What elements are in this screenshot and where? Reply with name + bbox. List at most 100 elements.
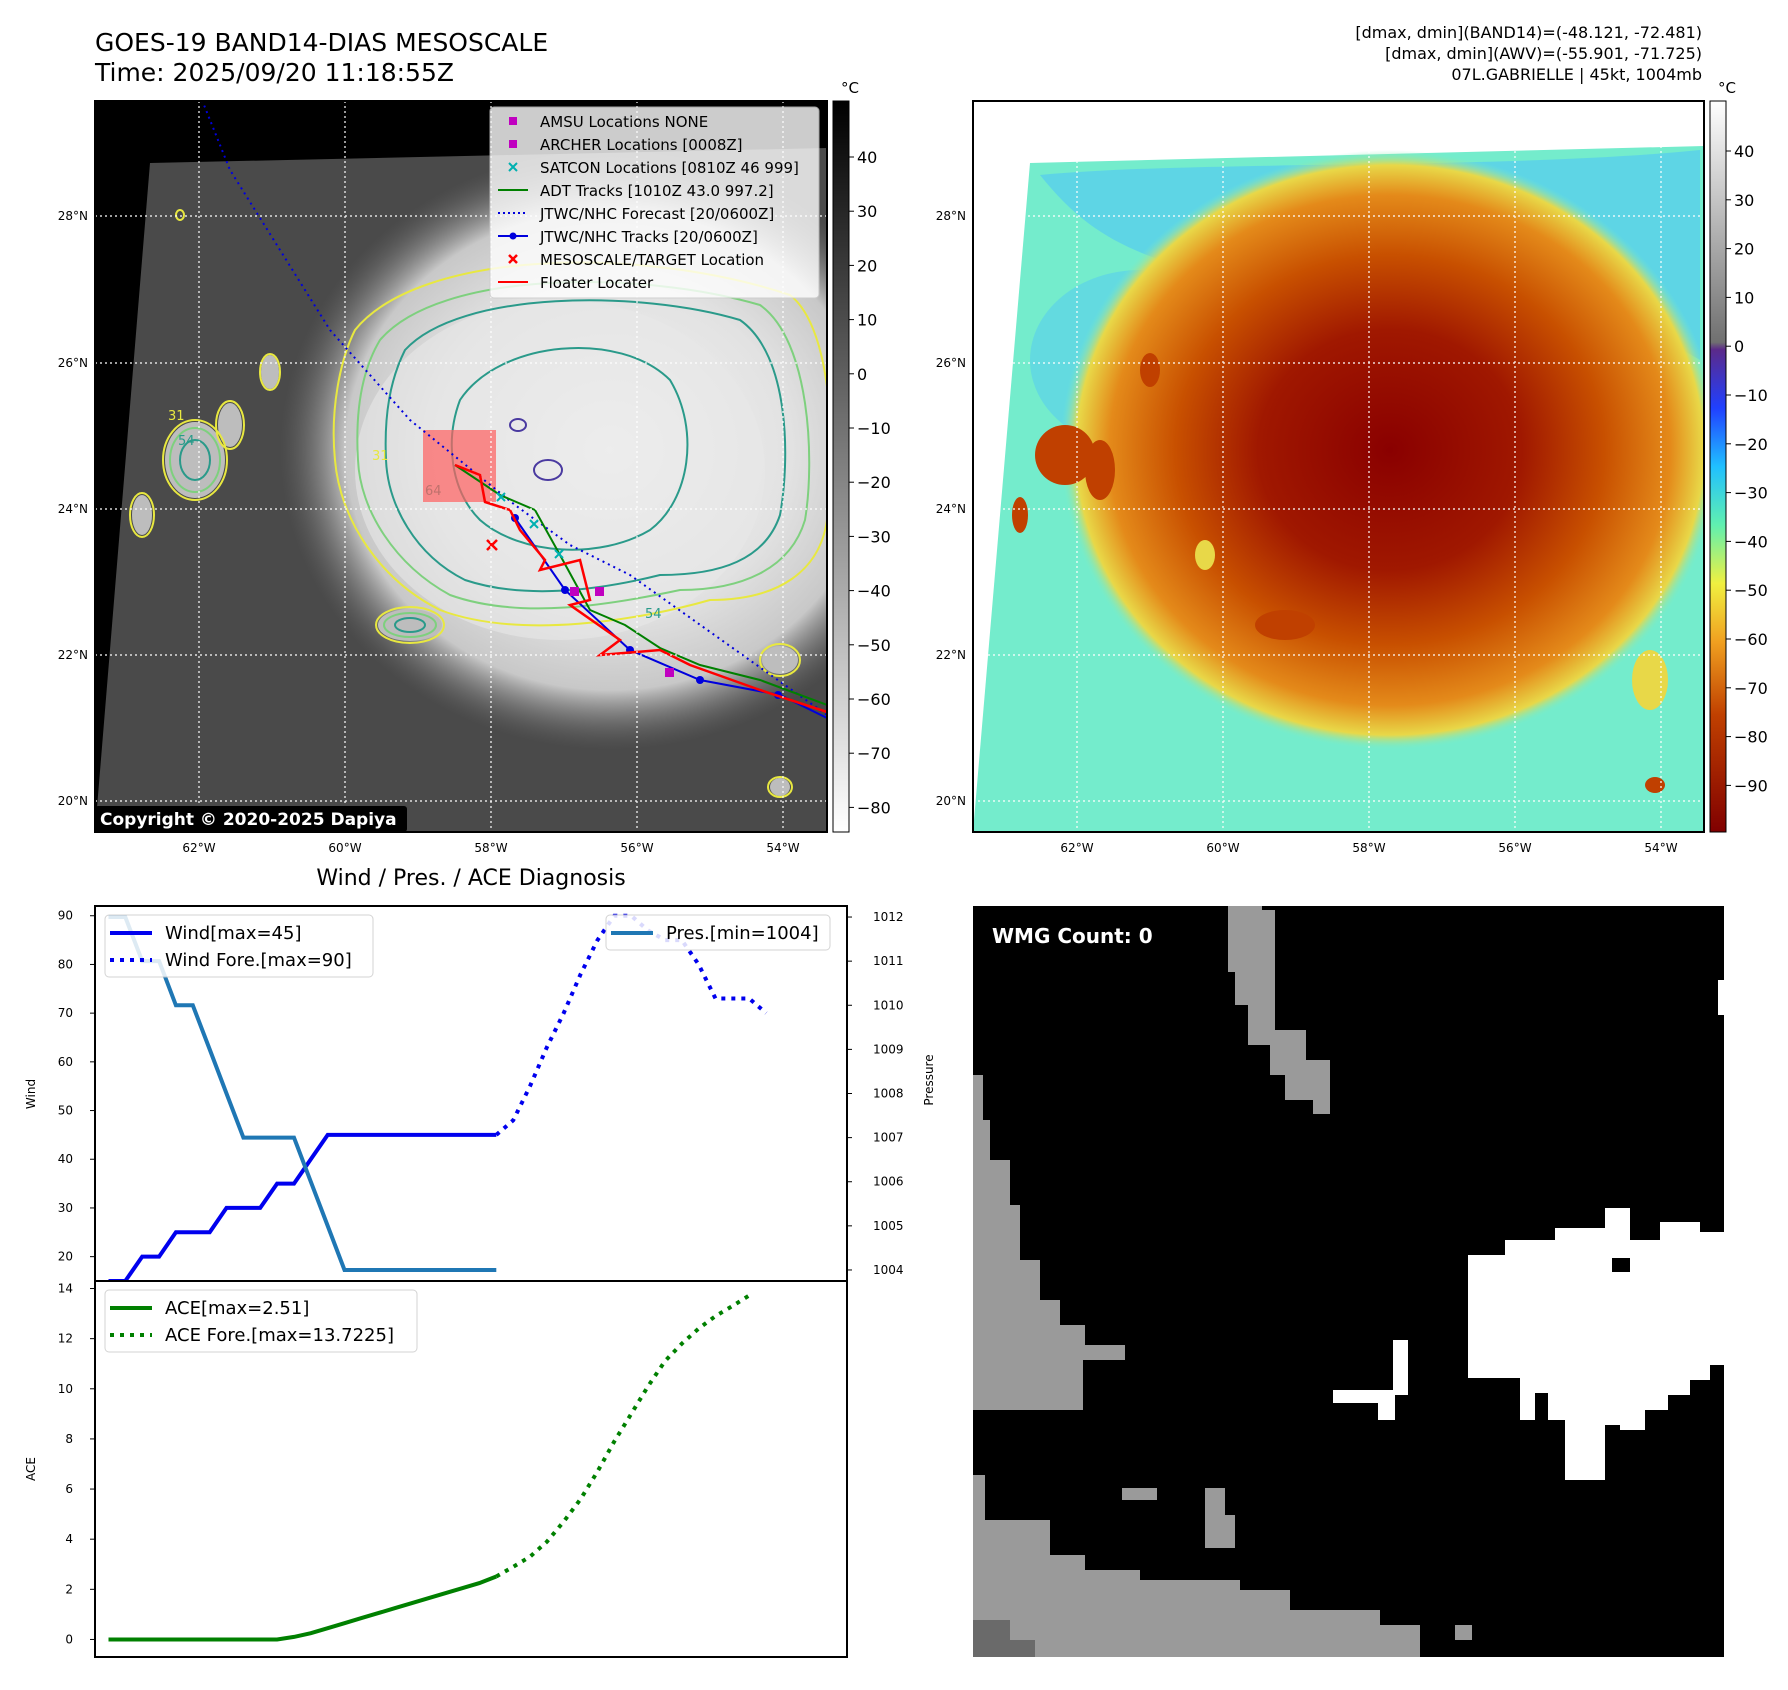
y-tick-label: 14	[58, 1282, 73, 1296]
colorbar-tick-label: −60	[857, 690, 891, 709]
colorbar-tick-label: −20	[857, 473, 891, 492]
map-legend: AMSU Locations NONE ARCHER Locations [00…	[489, 106, 820, 299]
cbar-unit-left: °C	[841, 79, 859, 97]
series-line-0	[108, 1574, 498, 1642]
colorbar-tick-label: −40	[857, 582, 891, 601]
colorbar-tick-label: −60	[1734, 630, 1768, 649]
pressure-legend: Pres.[min=1004]	[605, 914, 831, 951]
y-tick-label: 70	[58, 1006, 73, 1020]
info-storm: 07L.GABRIELLE | 45kt, 1004mb	[1451, 65, 1702, 84]
contour-label: 31	[168, 409, 185, 424]
y2-tick-label: 1010	[873, 998, 904, 1012]
y-tick-label: 50	[58, 1104, 73, 1118]
lat-label: 28°N	[936, 209, 966, 223]
series-line-0	[108, 1132, 497, 1283]
colorbar-tick-label: 30	[857, 202, 877, 221]
lat-label: 26°N	[936, 356, 966, 370]
y2-tick-label: 1009	[873, 1042, 904, 1056]
y2-tick-label: 1007	[873, 1131, 904, 1145]
legend-label-wind: Wind[max=45]	[165, 923, 302, 944]
legend-label-pressure: Pres.[min=1004]	[666, 923, 819, 944]
lon-label: 62°W	[1060, 841, 1093, 855]
wmg-count-text: WMG Count: 0	[992, 924, 1153, 948]
lat-label: 22°N	[936, 648, 966, 662]
wmg-white-region	[1468, 1208, 1724, 1480]
legend-marker-target	[508, 254, 518, 264]
colorbar-tick-label: 10	[1734, 288, 1754, 307]
contour-label: 54	[178, 434, 195, 449]
y-tick-label: 40	[58, 1152, 73, 1166]
wmg-gray-region	[1122, 1488, 1472, 1640]
colorbar-tick-label: 40	[857, 148, 877, 167]
wind-axis-label: Wind	[24, 1079, 38, 1109]
lon-label: 58°W	[474, 841, 507, 855]
lon-label: 60°W	[328, 841, 361, 855]
y2-tick-label: 1006	[873, 1175, 904, 1189]
y-tick-label: 0	[65, 1632, 73, 1646]
colorbar-tick-label: 10	[857, 311, 877, 330]
y-tick-label: 4	[65, 1532, 73, 1546]
lon-label: 62°W	[182, 841, 215, 855]
copyright-text: Copyright © 2020-2025 Dapiya	[100, 810, 397, 830]
pressure-axis-label: Pressure	[922, 1054, 936, 1105]
colorbar-tick-label: −40	[1734, 532, 1768, 551]
colorbar-tick-label: −70	[857, 744, 891, 763]
y-tick-label: 80	[58, 957, 73, 971]
y-tick-label: 12	[58, 1332, 73, 1346]
info-awv: [dmax, dmin](AWV)=(-55.901, -71.725)	[1385, 44, 1702, 63]
colorbar-tick-label: 0	[1734, 337, 1744, 356]
lat-label: 24°N	[936, 502, 966, 516]
wmg-gray-region	[1228, 906, 1330, 1114]
y2-tick-label: 1008	[873, 1087, 904, 1101]
y2-tick-label: 1012	[873, 910, 904, 924]
series-line-2	[108, 915, 497, 1272]
lat-label: 24°N	[58, 502, 88, 516]
lat-label: 20°N	[58, 794, 88, 808]
colorbar-grayscale	[832, 100, 850, 833]
legend-marker-satcon	[508, 162, 518, 172]
right-map-gridlines	[973, 101, 1704, 832]
lat-label: 22°N	[58, 648, 88, 662]
y2-tick-label: 1004	[873, 1263, 904, 1277]
floater-locater	[454, 463, 827, 714]
legend-label-ace: ACE[max=2.51]	[165, 1298, 309, 1319]
track-overlays	[201, 101, 827, 719]
left-map-frame	[94, 100, 828, 833]
wmg-gray-region	[973, 1475, 1420, 1657]
colorbar-tick-label: −90	[1734, 776, 1768, 795]
legend-label: Floater Locater	[540, 274, 654, 292]
colorbar-tick-label: −30	[1734, 484, 1768, 503]
lon-label: 56°W	[1498, 841, 1531, 855]
copyright-box	[95, 806, 407, 832]
colorbar-tick-label: 30	[1734, 191, 1754, 210]
y-tick-label: 30	[58, 1201, 73, 1215]
legend-label: JTWC/NHC Tracks [20/0600Z]	[539, 228, 758, 246]
legend-label: AMSU Locations NONE	[540, 113, 708, 131]
series-line-1	[495, 1293, 751, 1579]
lon-label: 60°W	[1206, 841, 1239, 855]
wmg-panel: WMG Count: 0	[973, 906, 1724, 1657]
legend-label: MESOSCALE/TARGET Location	[540, 251, 764, 269]
colorbar-tick-label: −50	[857, 636, 891, 655]
y-tick-label: 90	[58, 909, 73, 923]
colorbar-tick-label: −50	[1734, 581, 1768, 600]
legend-marker-amsu	[509, 117, 517, 125]
y-tick-label: 10	[58, 1382, 73, 1396]
colorbar-tick-label: −10	[1734, 386, 1768, 405]
lat-label: 20°N	[936, 794, 966, 808]
jtwc-forecast-track	[201, 101, 827, 716]
y2-tick-label: 1005	[873, 1219, 904, 1233]
y-tick-label: 20	[58, 1250, 73, 1264]
ir-color-map	[973, 101, 1704, 832]
wmg-gray-region	[973, 1075, 1125, 1410]
wind-legend: Wind[max=45] Wind Fore.[max=90]	[104, 914, 374, 978]
legend-label: ARCHER Locations [0008Z]	[540, 136, 743, 154]
colorbar-tick-label: −70	[1734, 679, 1768, 698]
legend-label: JTWC/NHC Forecast [20/0600Z]	[539, 205, 774, 223]
contour-label: 31	[372, 449, 389, 464]
legend-label-wind-fore: Wind Fore.[max=90]	[165, 950, 352, 971]
figure-time: Time: 2025/09/20 11:18:55Z	[94, 58, 454, 87]
adt-track	[454, 464, 827, 706]
colorbar-color	[1709, 100, 1727, 833]
lon-label: 54°W	[1644, 841, 1677, 855]
